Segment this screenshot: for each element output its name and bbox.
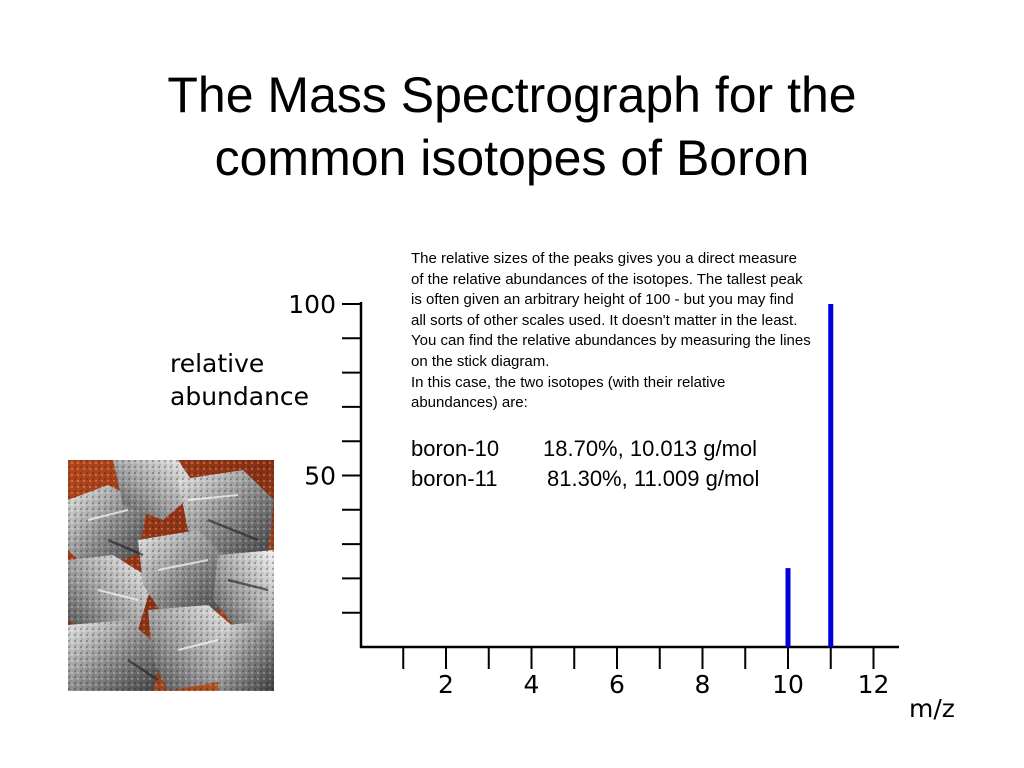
boron-sample-photo bbox=[68, 460, 274, 691]
explanation-paragraph: In this case, the two isotopes (with the… bbox=[411, 373, 726, 412]
x-tick-label: 8 bbox=[695, 670, 711, 699]
isotope-value: 18.70%, 10.013 g/mol bbox=[543, 436, 758, 461]
chart-bars bbox=[785, 304, 834, 647]
x-tick-label: 4 bbox=[524, 670, 540, 699]
x-axis-label: m/z bbox=[909, 694, 955, 723]
isotope-list: boron-10 18.70%, 10.013 g/mol boron-11 81.… bbox=[411, 434, 759, 494]
slide-title: The Mass Spectrograph for the common iso… bbox=[62, 64, 962, 190]
explanation-text: The relative sizes of the peaks gives yo… bbox=[411, 249, 811, 414]
slide-title-line2: common isotopes of Boron bbox=[214, 129, 810, 186]
y-tick-label: 50 bbox=[304, 462, 336, 491]
isotope-row: boron-10 18.70%, 10.013 g/mol bbox=[411, 434, 759, 464]
y-axis-label: abundance bbox=[170, 382, 309, 411]
abundance-bar bbox=[828, 304, 834, 647]
isotope-row: boron-11 81.30%, 11.009 g/mol bbox=[411, 464, 759, 494]
isotope-name: boron-10 bbox=[411, 436, 500, 461]
boron-rock-image bbox=[68, 460, 274, 691]
x-tick-label: 10 bbox=[772, 670, 804, 699]
explanation-paragraph: The relative sizes of the peaks gives yo… bbox=[411, 250, 803, 329]
y-tick-label: 100 bbox=[288, 290, 336, 319]
y-axis-label: relative bbox=[170, 349, 264, 378]
explanation-paragraph: You can find the relative abundances by … bbox=[411, 332, 811, 370]
x-tick-label: 6 bbox=[609, 670, 625, 699]
isotope-value: 81.30%, 11.009 g/mol bbox=[547, 466, 760, 491]
slide-title-line1: The Mass Spectrograph for the bbox=[167, 66, 857, 123]
x-tick-label: 12 bbox=[858, 670, 890, 699]
isotope-name: boron-11 bbox=[411, 466, 498, 491]
abundance-bar bbox=[785, 568, 791, 647]
x-tick-label: 2 bbox=[438, 670, 454, 699]
axis-ticks: 50 100 2 4 6 8 10 12 bbox=[288, 290, 889, 699]
